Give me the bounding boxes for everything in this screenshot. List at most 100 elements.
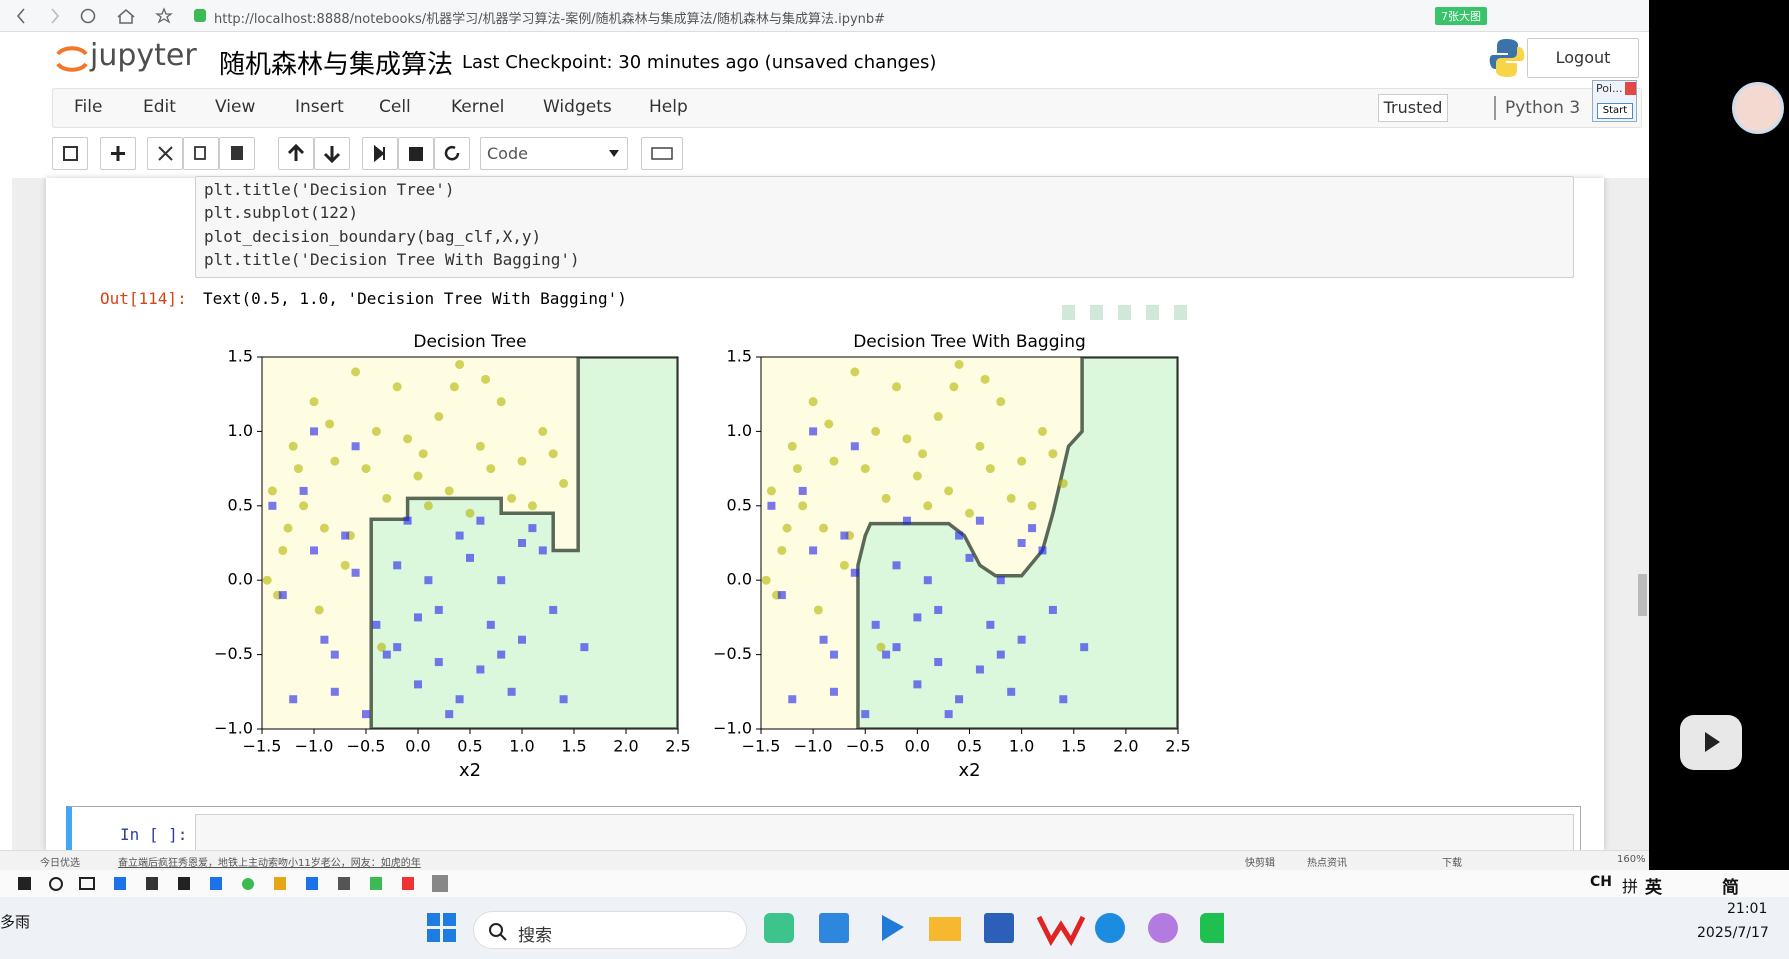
move-down-button[interactable] — [314, 137, 350, 170]
point-circle — [527, 501, 537, 511]
icon — [231, 146, 243, 160]
point-square — [850, 568, 859, 577]
ime-item[interactable]: CH — [1590, 874, 1612, 890]
point-square — [1007, 687, 1016, 696]
point-circle — [423, 501, 433, 511]
menu-item[interactable]: Cell — [379, 97, 411, 117]
cut-button[interactable] — [147, 137, 183, 170]
point-square — [934, 605, 943, 614]
status-item[interactable]: 下载 — [1442, 858, 1462, 869]
point-square — [393, 561, 402, 570]
point-square — [310, 546, 318, 555]
logout-button[interactable]: Logout — [1527, 38, 1639, 78]
point-circle — [996, 397, 1006, 407]
point-circle — [766, 486, 776, 496]
x-tick-label: 1.0 — [1009, 737, 1034, 756]
news-text[interactable]: 奋立端后疯狂秀恩爱，地铁上主动索吻小11岁老公，网友：如虎的年 — [118, 858, 421, 869]
x-tick-label: −1.5 — [243, 737, 282, 756]
point-circle — [819, 523, 829, 533]
point-circle — [1048, 449, 1058, 459]
menu-item[interactable]: Insert — [295, 97, 344, 117]
save-button[interactable] — [52, 137, 88, 170]
point-circle — [288, 441, 298, 451]
scrollbar[interactable] — [1638, 574, 1647, 616]
point-square — [549, 605, 558, 614]
point-circle — [839, 560, 849, 570]
point-square — [507, 687, 516, 696]
weather[interactable]: 多雨 — [0, 913, 31, 931]
search-box[interactable]: 搜索 — [473, 911, 747, 949]
taskbar-apps[interactable] — [764, 909, 1224, 949]
insert-button[interactable] — [100, 137, 136, 170]
status-item[interactable]: 160% — [1617, 854, 1646, 865]
point-square — [892, 643, 901, 652]
ime-item[interactable]: 拼 — [1622, 877, 1639, 896]
menu-item[interactable]: Help — [649, 97, 688, 117]
next-cell-input[interactable] — [195, 814, 1574, 852]
badge[interactable]: 7张大图 — [1435, 7, 1487, 25]
icon — [194, 146, 206, 160]
ime-item[interactable]: 英 — [1645, 878, 1662, 898]
ime-item[interactable]: 简 — [1722, 878, 1739, 898]
move-up-button[interactable] — [278, 137, 314, 170]
status-item[interactable]: 热点资讯 — [1307, 858, 1347, 869]
avatar[interactable] — [1732, 82, 1784, 134]
point-square — [829, 650, 838, 659]
point-square — [955, 531, 964, 540]
status-text[interactable]: 今日优选 — [40, 858, 80, 869]
point-circle — [486, 464, 496, 474]
point-circle — [1006, 493, 1016, 503]
start-button[interactable] — [427, 913, 457, 943]
popup-button[interactable]: Start — [1597, 103, 1633, 119]
kernel-name[interactable]: Python 3 — [1505, 98, 1581, 118]
popup-close[interactable] — [1625, 82, 1636, 95]
url[interactable]: http://localhost:8888/notebooks/机器学习/机器学… — [214, 12, 886, 27]
point-square — [320, 635, 329, 644]
point-circle — [808, 397, 818, 407]
copy-button[interactable] — [183, 137, 219, 170]
keyboard-button[interactable] — [641, 137, 683, 170]
clock-date[interactable]: 2025/7/17 — [1697, 925, 1769, 941]
clock-time[interactable]: 21:01 — [1727, 901, 1768, 917]
jupyter-header: jupyter 随机森林与集成算法 Last Checkpoint: 30 mi… — [12, 32, 1649, 88]
point-circle — [267, 486, 277, 496]
restart-button[interactable] — [434, 137, 470, 170]
icon — [323, 146, 341, 164]
paste-button[interactable] — [219, 137, 255, 170]
point-square — [777, 591, 786, 600]
run-button[interactable] — [362, 137, 398, 170]
decision-region — [856, 357, 1178, 729]
cell-type-select[interactable]: Code — [480, 137, 628, 170]
search-icon — [489, 923, 507, 941]
status-item[interactable]: 快剪辑 — [1245, 858, 1275, 869]
icon — [409, 147, 423, 161]
point-circle — [325, 419, 335, 429]
menu-item[interactable]: Edit — [143, 97, 176, 117]
point-circle — [496, 397, 506, 407]
stop-button[interactable] — [398, 137, 434, 170]
code-input[interactable] — [195, 176, 1574, 278]
jupyter-logo[interactable]: jupyter — [90, 38, 197, 73]
point-square — [538, 546, 547, 555]
menu-item[interactable]: Kernel — [451, 97, 505, 117]
y-tick-label: −0.5 — [214, 644, 253, 663]
menu-item[interactable]: View — [215, 97, 256, 117]
tray-strip: CH 拼 英 简 — [0, 870, 1789, 898]
point-circle — [319, 523, 329, 533]
notebook-name[interactable]: 随机森林与集成算法 — [219, 50, 454, 80]
point-circle — [309, 397, 319, 407]
point-circle — [985, 464, 995, 474]
point-square — [1017, 635, 1026, 644]
menu-item[interactable]: Widgets — [543, 97, 612, 117]
menu-item[interactable]: File — [74, 97, 103, 117]
play-widget[interactable] — [1680, 715, 1742, 770]
point-square — [965, 553, 974, 562]
point-circle — [403, 434, 413, 444]
point-square — [466, 553, 474, 562]
point-square — [1080, 643, 1089, 652]
icon — [111, 146, 125, 161]
trusted-indicator[interactable]: Trusted — [1378, 94, 1448, 122]
x-tick-label: −0.5 — [846, 737, 885, 756]
point-square — [934, 658, 943, 667]
